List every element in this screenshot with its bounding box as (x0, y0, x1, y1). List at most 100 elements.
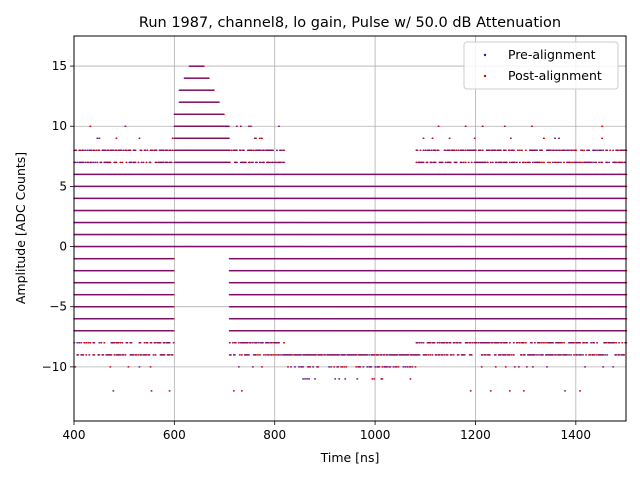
post-alignment-point (93, 354, 96, 356)
post-alignment-point (93, 149, 96, 152)
post-alignment-point (138, 137, 141, 140)
post-alignment-point (95, 149, 98, 152)
post-alignment-point (138, 366, 141, 368)
post-alignment-point (156, 161, 158, 164)
post-alignment-point (169, 390, 171, 392)
post-alignment-point (110, 354, 113, 356)
post-alignment-point (229, 161, 231, 164)
post-alignment-point (134, 161, 137, 164)
post-alignment-point (173, 281, 175, 284)
post-alignment-point (113, 354, 116, 356)
post-alignment-point (231, 149, 233, 152)
post-alignment-point (103, 342, 106, 344)
post-alignment-point (119, 342, 122, 344)
post-alignment-point (141, 354, 143, 356)
post-alignment-point (160, 342, 162, 344)
post-alignment-point (96, 137, 99, 140)
post-alignment-point (229, 149, 231, 152)
post-alignment-point (150, 161, 152, 164)
post-alignment-point (98, 342, 101, 344)
post-alignment-point (96, 161, 99, 164)
post-alignment-point (119, 161, 122, 164)
post-alignment-point (170, 149, 172, 152)
post-alignment-point (173, 293, 175, 296)
post-alignment-point (169, 354, 171, 356)
post-alignment-point (100, 342, 103, 344)
post-alignment-point (172, 137, 174, 140)
post-alignment-point (146, 354, 148, 356)
post-alignment-point (152, 149, 154, 152)
post-alignment-point (173, 269, 175, 272)
post-alignment-point (173, 257, 175, 260)
post-alignment-point (87, 161, 90, 164)
post-alignment-point (90, 149, 93, 152)
post-alignment-point (141, 149, 143, 152)
post-alignment-point (94, 161, 97, 164)
post-alignment-point (85, 342, 88, 344)
post-alignment-point (139, 342, 142, 344)
post-alignment-point (144, 342, 146, 344)
post-alignment-point (124, 125, 127, 127)
post-alignment-point (125, 149, 128, 152)
post-alignment-point (113, 342, 116, 344)
post-alignment-point (75, 149, 78, 152)
post-alignment-point (88, 354, 91, 356)
post-alignment-point (74, 366, 77, 368)
post-alignment-point (82, 161, 85, 164)
post-alignment-point (124, 354, 127, 356)
post-alignment-point (90, 161, 93, 164)
post-alignment-point (83, 342, 86, 344)
post-alignment-point (121, 161, 124, 164)
post-alignment-point (164, 342, 166, 344)
post-alignment-point (172, 149, 174, 152)
post-alignment-point (143, 161, 145, 164)
post-alignment-point (218, 101, 220, 103)
post-alignment-point (151, 342, 153, 344)
post-alignment-point (125, 161, 128, 164)
post-alignment-point (92, 161, 95, 164)
post-alignment-point (115, 149, 118, 152)
post-alignment-point (119, 354, 122, 356)
post-alignment-point (137, 161, 140, 164)
post-alignment-point (104, 149, 107, 152)
post-alignment-point (77, 354, 80, 356)
post-alignment-point (115, 161, 118, 164)
post-alignment-point (228, 125, 230, 127)
post-alignment-point (229, 342, 231, 344)
post-alignment-point (80, 342, 83, 344)
post-alignment-point (89, 125, 92, 127)
post-alignment-point (145, 149, 147, 152)
post-alignment-point (232, 342, 234, 344)
post-alignment-point (109, 161, 112, 164)
post-alignment-point (208, 77, 210, 79)
post-alignment-point (76, 161, 79, 164)
post-alignment-point (146, 161, 148, 164)
post-alignment-point (147, 342, 149, 344)
post-alignment-point (84, 149, 87, 152)
post-alignment-point (163, 161, 165, 164)
post-alignment-point (112, 390, 115, 392)
post-alignment-point (151, 390, 153, 392)
post-alignment-point (172, 354, 174, 356)
post-alignment-point (93, 342, 96, 344)
post-alignment-point (134, 149, 137, 152)
post-alignment-point (169, 342, 171, 344)
post-alignment-point (126, 342, 129, 344)
post-alignment-point (122, 354, 125, 356)
post-alignment-point (230, 354, 232, 356)
post-alignment-point (100, 161, 103, 164)
post-alignment-point (82, 354, 85, 356)
post-alignment-point (87, 342, 90, 344)
post-alignment-point (98, 137, 101, 140)
post-alignment-point (122, 149, 125, 152)
post-alignment-point (173, 305, 175, 308)
post-alignment-point (155, 354, 157, 356)
post-alignment-point (85, 354, 88, 356)
post-alignment-point (121, 342, 124, 344)
post-alignment-point (102, 354, 105, 356)
post-alignment-point (173, 342, 175, 344)
post-alignment-point (141, 161, 143, 164)
post-alignment-point (132, 354, 135, 356)
post-alignment-point (78, 342, 81, 344)
